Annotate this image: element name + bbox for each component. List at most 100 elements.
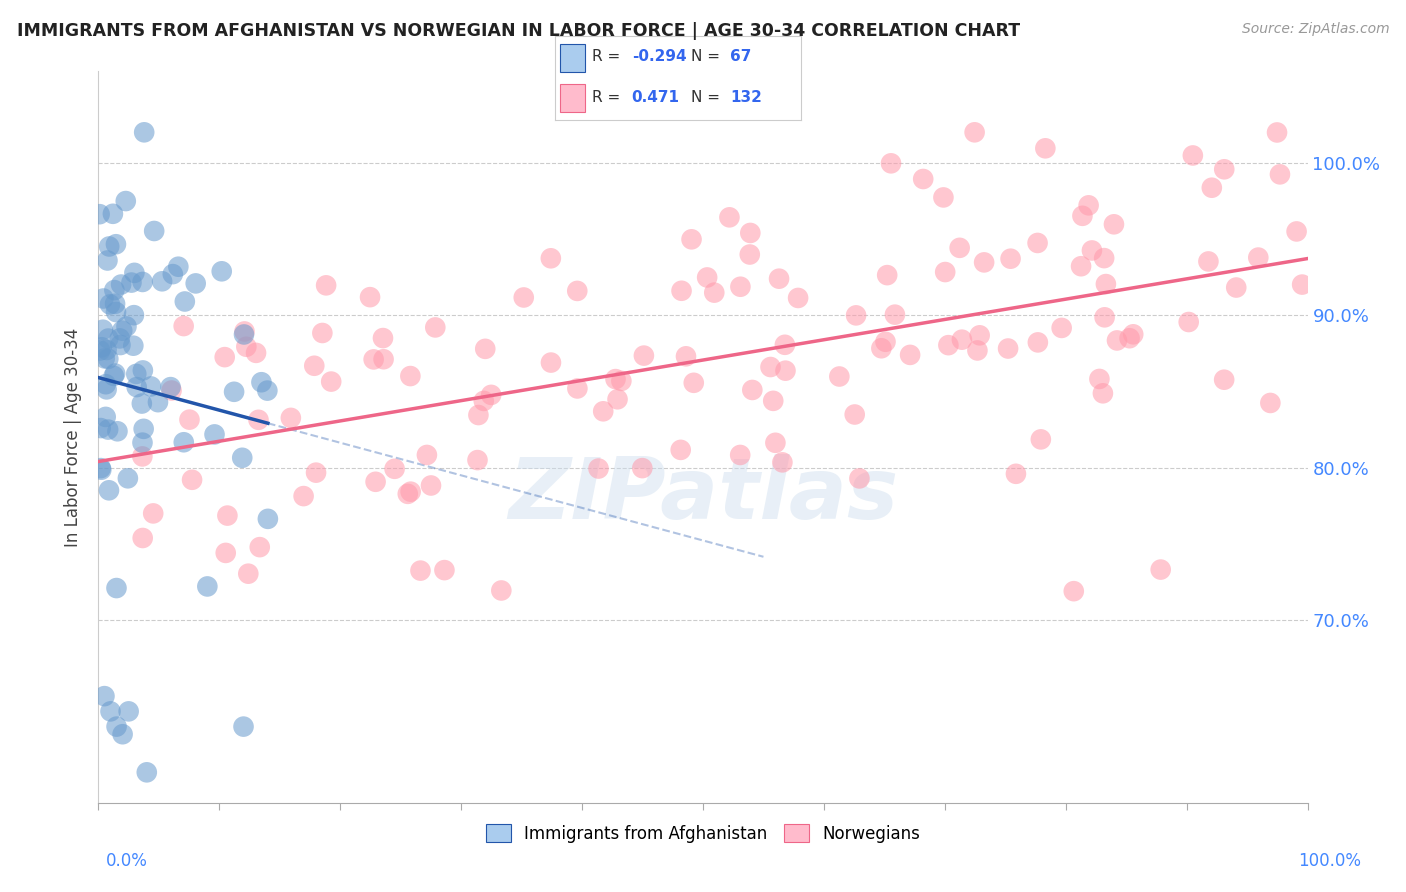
Point: [91, 323, 114, 337]
Text: R =: R =: [592, 49, 626, 64]
Point: [1118, 331, 1140, 345]
Point: [115, 319, 138, 334]
Point: [142, 507, 165, 521]
Point: [718, 211, 741, 225]
Point: [179, 412, 201, 426]
Text: 67: 67: [730, 49, 751, 64]
Point: [108, 331, 131, 345]
Point: [1070, 259, 1092, 273]
Point: [592, 404, 614, 418]
Point: [139, 379, 162, 393]
Point: [845, 309, 868, 323]
Point: [173, 294, 195, 309]
Point: [131, 435, 153, 450]
Point: [1000, 252, 1022, 266]
Point: [245, 346, 267, 360]
Point: [1005, 467, 1028, 481]
Point: [1029, 433, 1052, 447]
Point: [231, 450, 253, 465]
Point: [181, 473, 204, 487]
Point: [211, 264, 233, 278]
Point: [467, 408, 489, 422]
Point: [606, 392, 628, 407]
Point: [215, 546, 238, 560]
Text: 0.471: 0.471: [631, 89, 679, 104]
Point: [90, 340, 112, 354]
Point: [1094, 310, 1116, 325]
Point: [89, 343, 111, 358]
Point: [467, 453, 489, 467]
Point: [204, 427, 226, 442]
Point: [280, 410, 302, 425]
Point: [567, 381, 589, 395]
Point: [730, 279, 752, 293]
Point: [997, 342, 1019, 356]
Point: [633, 349, 655, 363]
Point: [94, 409, 117, 424]
Point: [682, 376, 704, 390]
Point: [107, 424, 129, 438]
Point: [122, 308, 145, 322]
Point: [110, 277, 132, 292]
Point: [124, 266, 146, 280]
Point: [100, 704, 122, 718]
Point: [134, 125, 156, 139]
Point: [966, 343, 988, 358]
Point: [880, 156, 903, 170]
Point: [787, 291, 810, 305]
Point: [222, 384, 245, 399]
Text: N =: N =: [690, 89, 724, 104]
Point: [363, 352, 385, 367]
Point: [1091, 386, 1114, 401]
Point: [763, 435, 786, 450]
Point: [1092, 251, 1115, 265]
Point: [235, 340, 257, 354]
Point: [828, 369, 851, 384]
Point: [399, 369, 422, 384]
Point: [949, 241, 972, 255]
Point: [96, 383, 118, 397]
Point: [844, 408, 866, 422]
Point: [605, 372, 627, 386]
Point: [214, 350, 236, 364]
Point: [371, 331, 394, 345]
Point: [773, 338, 796, 352]
Text: N =: N =: [690, 49, 724, 64]
Point: [1026, 235, 1049, 250]
Point: [104, 367, 127, 381]
Point: [135, 765, 157, 780]
Point: [184, 277, 207, 291]
Point: [97, 423, 120, 437]
Point: [105, 720, 128, 734]
Point: [1213, 373, 1236, 387]
Point: [1260, 396, 1282, 410]
Point: [950, 333, 973, 347]
Point: [150, 274, 173, 288]
Point: [90, 461, 112, 475]
Point: [1077, 198, 1099, 212]
Point: [89, 207, 111, 221]
Point: [93, 689, 115, 703]
Point: [738, 247, 761, 261]
Point: [1122, 327, 1144, 342]
Point: [104, 297, 127, 311]
Point: [125, 367, 148, 381]
Text: IMMIGRANTS FROM AFGHANISTAN VS NORWEGIAN IN LABOR FORCE | AGE 30-34 CORRELATION : IMMIGRANTS FROM AFGHANISTAN VS NORWEGIAN…: [17, 22, 1019, 40]
Point: [110, 338, 132, 352]
Point: [669, 442, 692, 457]
Point: [233, 325, 256, 339]
Point: [1247, 251, 1270, 265]
Point: [759, 359, 782, 374]
Point: [1201, 180, 1223, 194]
Point: [321, 375, 343, 389]
Point: [540, 252, 562, 266]
Point: [105, 581, 128, 595]
Point: [479, 388, 502, 402]
Point: [125, 380, 148, 394]
Point: [472, 393, 495, 408]
Point: [1197, 254, 1219, 268]
Point: [94, 377, 117, 392]
Text: 0.0%: 0.0%: [105, 852, 148, 870]
Point: [1102, 217, 1125, 231]
Point: [249, 540, 271, 554]
